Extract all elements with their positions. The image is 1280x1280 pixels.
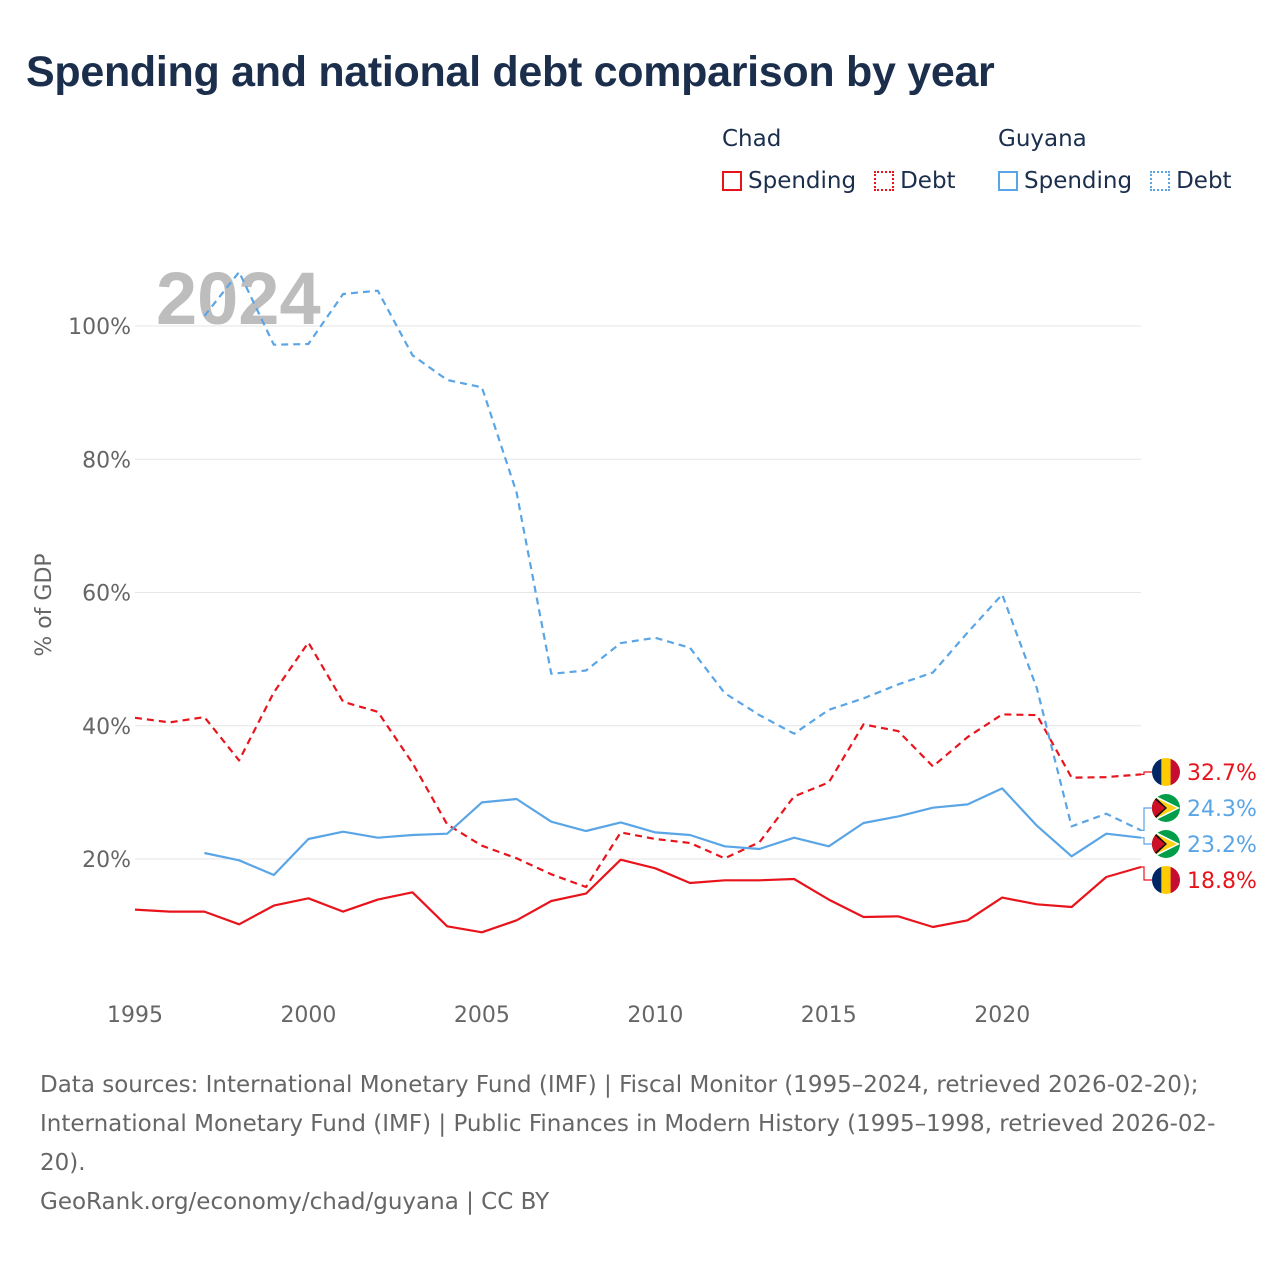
end-value-label: 32.7% <box>1187 761 1257 786</box>
legend-guyana-debt[interactable]: Debt <box>1150 166 1232 196</box>
x-tick-label: 1995 <box>107 1003 163 1028</box>
guyana-flag-icon <box>1152 830 1180 858</box>
legend-chad-debt[interactable]: Debt <box>874 166 956 196</box>
credit-link[interactable]: GeoRank.org/economy/chad/guyana | CC BY <box>40 1189 550 1215</box>
footer: Data sources: International Monetary Fun… <box>40 1066 1240 1222</box>
year-watermark: 2024 <box>156 257 321 340</box>
line-chart: 20% 40% 60% 80% 100% 1995 2000 2005 2010 2015 2020… <box>32 257 1257 1028</box>
chad-flag-icon <box>1152 866 1180 894</box>
legend-guyana-spending-label: Spending <box>1024 168 1133 194</box>
series-line-chad-debt[interactable] <box>134 641 1142 889</box>
series-line-chad-spending[interactable] <box>134 858 1142 934</box>
end-value-label: 18.8% <box>1187 869 1257 894</box>
chad-flag-icon <box>1152 758 1180 786</box>
legend-guyana-debt-label: Debt <box>1176 168 1232 194</box>
y-axis-label: % of GDP <box>32 553 57 656</box>
legend-guyana: Guyana Spending Debt <box>998 124 1232 196</box>
legend-chad: Chad Spending Debt <box>722 124 956 196</box>
series-line-guyana-spending[interactable] <box>204 787 1142 877</box>
y-tick-label: 40% <box>82 715 131 740</box>
x-tick-label: 2015 <box>801 1003 857 1028</box>
legend-swatch-dotted-icon <box>874 171 895 191</box>
y-tick-label: 100% <box>68 315 131 340</box>
end-connector <box>1141 771 1152 776</box>
end-connector <box>1141 837 1152 845</box>
y-tick-label: 80% <box>82 448 131 473</box>
y-tick-label: 20% <box>82 848 131 873</box>
legend-guyana-label: Guyana <box>998 126 1087 152</box>
y-tick-label: 60% <box>82 582 131 607</box>
series-line-guyana-debt[interactable] <box>203 270 1142 832</box>
legend-chad-spending-label: Spending <box>748 168 857 194</box>
legend-chad-debt-label: Debt <box>900 168 956 194</box>
legend-swatch-solid-icon <box>722 171 742 191</box>
legend-chad-spending[interactable]: Spending <box>722 166 856 196</box>
end-value-label: 24.3% <box>1187 797 1257 822</box>
end-value-label: 23.2% <box>1187 833 1257 858</box>
guyana-flag-icon <box>1152 794 1180 822</box>
x-tick-label: 2010 <box>627 1003 683 1028</box>
legend-swatch-dotted-icon <box>1150 171 1171 191</box>
end-connector <box>1141 807 1152 832</box>
legend-chad-label: Chad <box>722 126 782 152</box>
x-tick-label: 2020 <box>974 1003 1030 1028</box>
legend-swatch-solid-icon <box>998 171 1018 191</box>
chart-title: Spending and national debt comparison by… <box>26 48 995 96</box>
x-tick-label: 2005 <box>454 1003 510 1028</box>
legend-guyana-spending[interactable]: Spending <box>998 166 1132 196</box>
x-tick-label: 2000 <box>280 1003 336 1028</box>
data-sources: Data sources: International Monetary Fun… <box>40 1072 1216 1176</box>
end-connector <box>1141 866 1152 881</box>
